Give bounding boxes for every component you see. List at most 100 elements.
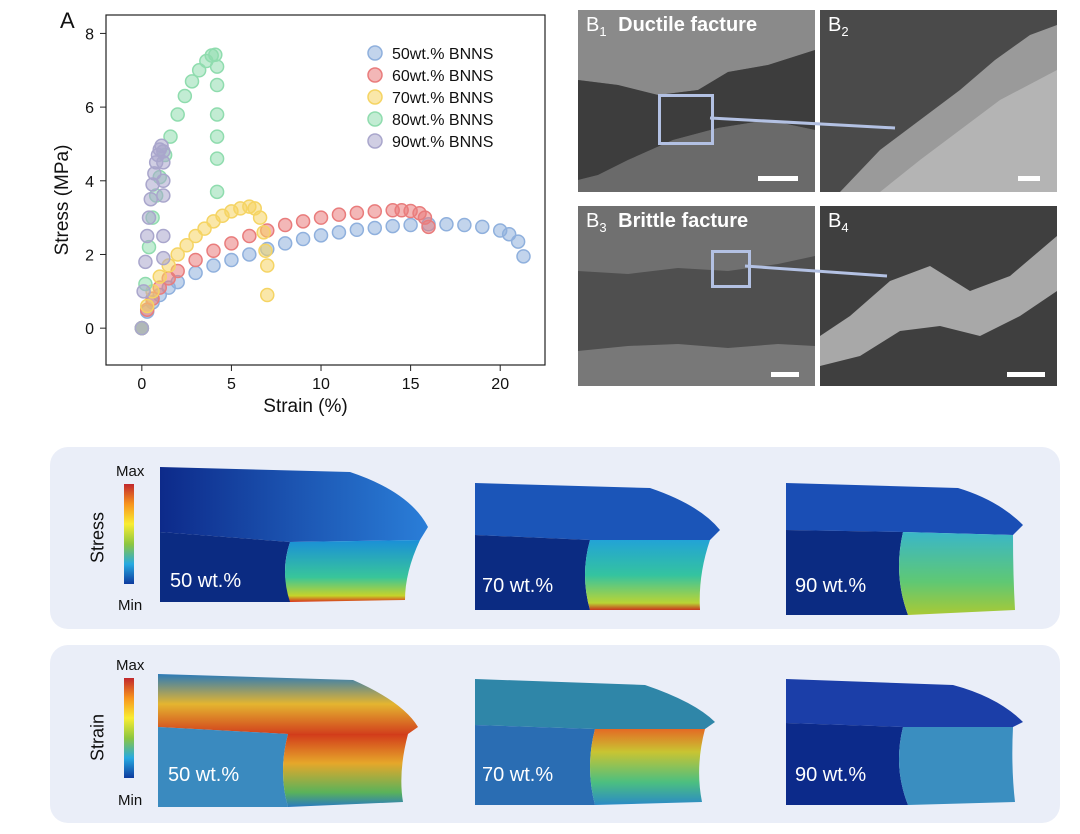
- x-tick-label: 15: [402, 376, 420, 393]
- data-point: [260, 287, 275, 303]
- strain-sample-90: 90 wt.%: [795, 764, 867, 786]
- strain-block-90: [786, 679, 1023, 805]
- data-point: [206, 258, 221, 273]
- data-point: [208, 47, 223, 63]
- zoom-box-b3: [711, 250, 751, 288]
- data-point: [209, 151, 225, 166]
- data-point: [475, 219, 490, 235]
- sem-image-b1: B1 Ductile facture: [578, 10, 815, 192]
- stress-colorbar: [124, 484, 134, 584]
- data-point: [139, 298, 155, 314]
- legend-marker: [367, 111, 383, 127]
- sem-image-b3: B3 Brittle facture: [578, 206, 815, 386]
- data-point: [385, 218, 400, 234]
- data-point: [209, 129, 225, 144]
- brittle-fracture-micrograph: [578, 206, 815, 386]
- data-point: [295, 214, 311, 229]
- zoom-connector-b3-b4: [744, 264, 888, 278]
- legend-marker: [367, 45, 383, 61]
- data-point: [188, 252, 203, 268]
- data-point: [252, 210, 268, 225]
- data-point: [242, 228, 257, 244]
- legend-marker: [367, 133, 383, 149]
- panel-label-a: A: [60, 8, 75, 33]
- strain-axis-title: Strain: [87, 713, 108, 762]
- stress-block-90: [786, 483, 1023, 615]
- stress-sample-50: 50 wt.%: [170, 570, 242, 592]
- data-point: [206, 243, 221, 259]
- b3-label: B3 Brittle facture: [586, 210, 749, 235]
- legend-label: 50wt.% BNNS: [392, 46, 493, 63]
- ductile-fracture-micrograph: [578, 10, 815, 192]
- data-point: [224, 236, 239, 251]
- data-point: [184, 74, 200, 89]
- y-tick-label: 4: [85, 174, 94, 191]
- data-point: [156, 155, 171, 170]
- scale-bar-b4: [1007, 372, 1045, 377]
- y-axis-label: Stress (MPa): [52, 145, 73, 256]
- data-point: [516, 249, 531, 264]
- zoom-connector-b1-b2: [709, 116, 896, 130]
- data-point: [209, 59, 225, 74]
- b4-label: B4: [828, 210, 849, 235]
- strain-block-70: [475, 679, 715, 805]
- data-point: [349, 205, 365, 221]
- data-point: [170, 247, 185, 262]
- y-tick-label: 8: [85, 26, 94, 43]
- b2-label: B2: [828, 14, 849, 39]
- x-tick-label: 0: [137, 376, 146, 393]
- ductile-zoom-micrograph: [820, 10, 1057, 192]
- x-tick-label: 5: [227, 376, 236, 393]
- data-point: [367, 204, 383, 219]
- data-point: [256, 225, 271, 240]
- data-point: [277, 217, 293, 233]
- y-tick-label: 6: [85, 100, 94, 117]
- data-point: [163, 129, 178, 144]
- stress-sample-70: 70 wt.%: [482, 575, 554, 597]
- data-point: [258, 243, 273, 259]
- data-point: [156, 250, 171, 266]
- data-point: [367, 220, 383, 236]
- data-point: [313, 210, 329, 225]
- stress-block-50: [160, 467, 428, 602]
- data-point: [156, 228, 171, 244]
- b1-label: B1 Ductile facture: [586, 14, 758, 39]
- stress-strain-chart: 0 5 10 15 20 0 2 4 6 8 Strain (%) Stress (MPa) 50wt.…: [52, 14, 546, 417]
- data-point: [136, 284, 151, 299]
- y-tick-label: 2: [85, 247, 94, 264]
- y-tick-label: 0: [85, 321, 94, 338]
- strain-sample-50: 50 wt.%: [168, 764, 240, 786]
- data-point: [156, 188, 171, 203]
- stress-max-label: Max: [116, 463, 145, 480]
- x-tick-label: 20: [491, 376, 509, 393]
- data-point: [242, 247, 257, 262]
- data-point: [313, 228, 329, 243]
- data-point: [209, 77, 225, 93]
- data-point: [421, 219, 436, 235]
- data-point: [138, 254, 153, 270]
- sem-image-b4: B4: [820, 206, 1057, 386]
- data-point: [209, 107, 225, 122]
- data-point: [156, 173, 171, 189]
- legend-label: 80wt.% BNNS: [392, 112, 493, 129]
- strain-block-50: [158, 674, 418, 807]
- legend-label: 70wt.% BNNS: [392, 90, 493, 107]
- scale-bar-b1: [758, 176, 798, 181]
- data-point: [209, 184, 225, 200]
- data-point: [295, 231, 311, 247]
- brittle-zoom-micrograph: [820, 206, 1057, 386]
- data-point: [510, 234, 526, 249]
- stress-axis-title: Stress: [87, 512, 108, 564]
- x-axis-label: Strain (%): [263, 396, 347, 417]
- data-point: [260, 258, 275, 273]
- legend-label: 60wt.% BNNS: [392, 68, 493, 85]
- data-point: [331, 225, 347, 240]
- data-point: [439, 217, 454, 232]
- x-tick-label: 10: [312, 376, 330, 393]
- stress-block-70: [475, 483, 720, 610]
- plot-frame: [105, 14, 546, 366]
- data-point: [403, 217, 418, 233]
- data-point: [134, 320, 150, 336]
- strain-colorbar: [124, 678, 134, 778]
- data-point: [188, 265, 203, 281]
